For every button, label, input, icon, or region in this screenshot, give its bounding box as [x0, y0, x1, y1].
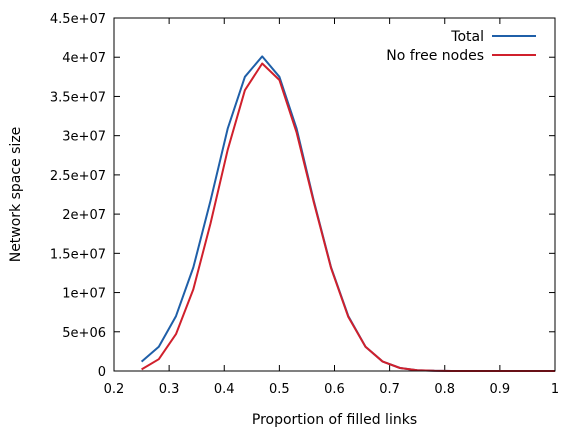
plot-frame	[114, 18, 555, 371]
x-tick-label: 1	[551, 382, 559, 397]
x-axis-label: Proportion of filled links	[252, 412, 417, 428]
y-tick-label: 2e+07	[62, 208, 106, 223]
y-tick-label: 4e+07	[62, 51, 106, 66]
y-tick-label: 1e+07	[62, 287, 106, 302]
legend-label-no-free-nodes: No free nodes	[386, 48, 484, 64]
y-tick-label: 4.5e+07	[50, 12, 106, 27]
series-line-total	[142, 56, 555, 371]
y-axis-ticks: 0 5e+06 1e+07 1.5e+07 2e+07 2.5e+07 3e+07 3.5e+…	[50, 12, 555, 380]
x-tick-label: 0.8	[434, 382, 455, 397]
y-tick-label: 3e+07	[62, 130, 106, 145]
x-tick-label: 0.2	[104, 382, 125, 397]
y-axis-label: Network space size	[8, 127, 24, 263]
legend-label-total: Total	[450, 29, 484, 45]
series-layer	[142, 56, 555, 371]
x-tick-label: 0.3	[159, 382, 180, 397]
x-tick-label: 0.6	[324, 382, 345, 397]
x-tick-label: 0.7	[379, 382, 400, 397]
series-line-no-free-nodes	[142, 64, 555, 372]
y-tick-label: 3.5e+07	[50, 90, 106, 105]
x-tick-label: 0.4	[214, 382, 235, 397]
y-tick-label: 1.5e+07	[50, 247, 106, 262]
y-tick-label: 0	[98, 365, 106, 380]
x-tick-label: 0.5	[269, 382, 290, 397]
x-tick-label: 0.9	[490, 382, 511, 397]
y-tick-label: 2.5e+07	[50, 169, 106, 184]
y-tick-label: 5e+06	[62, 326, 106, 341]
legend: Total No free nodes	[386, 29, 536, 64]
